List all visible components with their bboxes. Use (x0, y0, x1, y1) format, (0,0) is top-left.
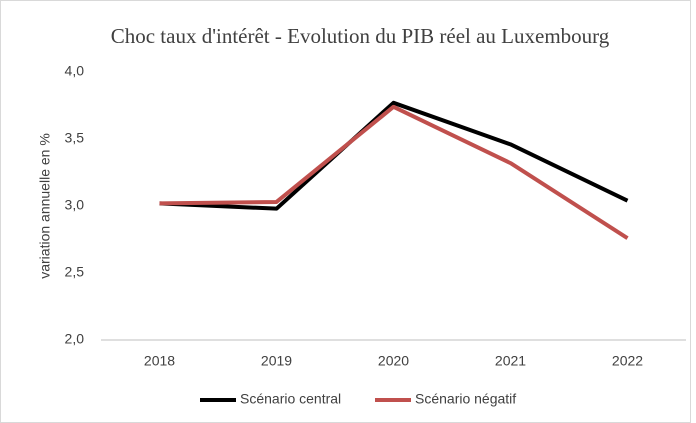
y-tick-label: 3,5 (65, 130, 85, 146)
y-axis-label: variation annuelle en % (37, 133, 53, 279)
series-line (159, 100, 629, 211)
y-tick-label: 2,0 (65, 331, 85, 347)
y-tick-label: 3,0 (65, 197, 85, 213)
x-tick-label: 2022 (612, 353, 643, 369)
x-tick-label: 2019 (261, 353, 292, 369)
x-tick-label: 2020 (378, 353, 409, 369)
x-tick-label: 2021 (495, 353, 526, 369)
y-tick-label: 2,5 (65, 264, 85, 280)
x-tick-label: 2018 (144, 353, 175, 369)
series-line (159, 104, 629, 240)
legend-label: Scénario central (240, 391, 341, 407)
y-tick-label: 4,0 (65, 63, 85, 79)
legend-label: Scénario négatif (415, 391, 516, 407)
chart-title: Choc taux d'intérêt - Evolution du PIB r… (111, 24, 610, 48)
